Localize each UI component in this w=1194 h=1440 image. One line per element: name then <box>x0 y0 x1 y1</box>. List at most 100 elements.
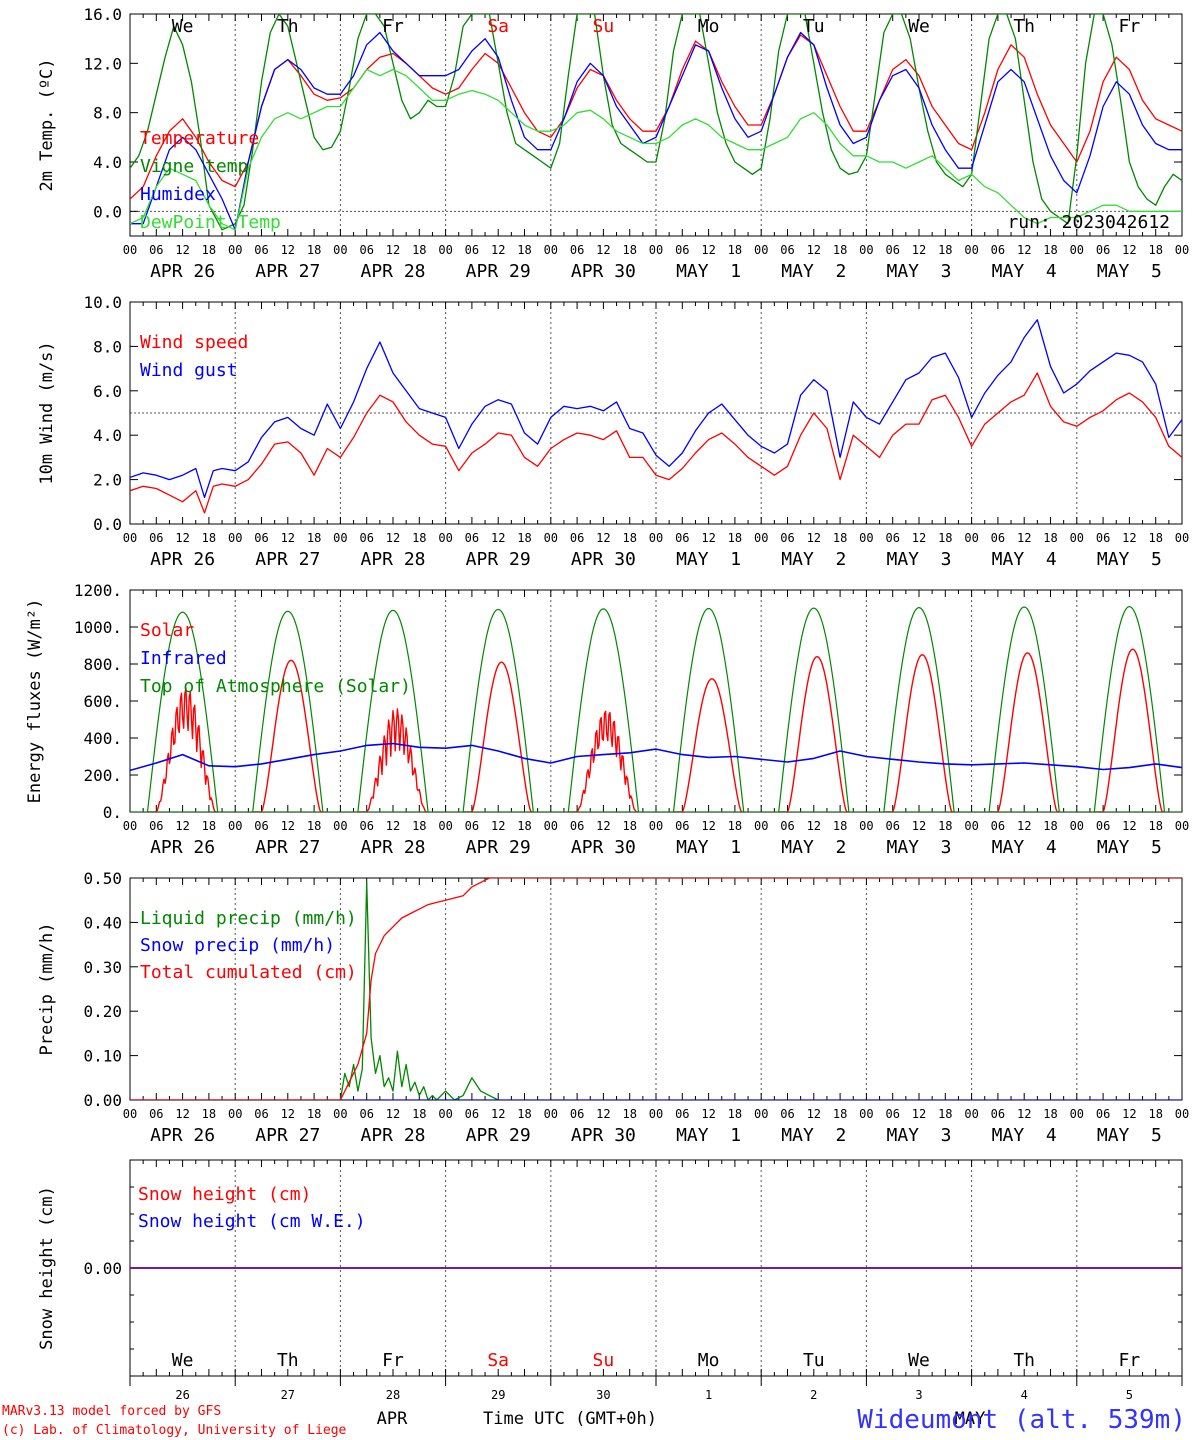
weekday-label: Th <box>277 1350 299 1371</box>
toa-solar-line <box>357 609 429 812</box>
x-tick-hour-label: 06 <box>991 243 1005 257</box>
x-tick-hour-label: 18 <box>1043 531 1057 545</box>
solar-line <box>357 708 429 812</box>
x-date-label: MAY 5 <box>1097 837 1162 858</box>
x-tick-hour-label: 06 <box>780 531 794 545</box>
x-tick-hour-label: 18 <box>1043 819 1057 833</box>
legend-entry: Temperature <box>140 128 259 149</box>
x-tick-hour-label: 18 <box>307 819 321 833</box>
x-tick-hour-label: 06 <box>675 1107 689 1121</box>
x-tick-hour-label: 06 <box>675 531 689 545</box>
footer-lab-credit: (c) Lab. of Climatology, University of L… <box>2 1423 347 1438</box>
x-tick-hour-label: 06 <box>780 243 794 257</box>
x-tick-hour-label: 06 <box>465 531 479 545</box>
x-tick-hour-label: 06 <box>885 819 899 833</box>
x-tick-hour-label: 06 <box>1096 1107 1110 1121</box>
day-number-label: 28 <box>386 1388 400 1402</box>
solar-line <box>568 710 639 812</box>
weekday-label: Mo <box>698 16 720 37</box>
x-tick-hour-label: 00 <box>438 1107 452 1121</box>
x-tick-hour-label: 06 <box>254 531 268 545</box>
x-tick-hour-label: 18 <box>307 1107 321 1121</box>
x-tick-hour-label: 12 <box>175 531 189 545</box>
x-tick-hour-label: 12 <box>912 819 926 833</box>
x-tick-hour-label: 00 <box>1070 819 1084 833</box>
x-axis-title: Time UTC (GMT+0h) <box>483 1409 657 1429</box>
x-tick-hour-label: 06 <box>570 243 584 257</box>
y-axis-title: Energy fluxes (W/m²) <box>25 599 45 804</box>
toa-solar-line <box>146 611 219 812</box>
y-tick-label: 10.0 <box>83 293 122 312</box>
x-tick-hour-label: 18 <box>938 243 952 257</box>
x-tick-hour-label: 18 <box>938 531 952 545</box>
weekday-label: We <box>172 1350 194 1371</box>
weekday-label: Su <box>593 1350 615 1371</box>
x-tick-hour-label: 18 <box>202 243 216 257</box>
x-tick-hour-label: 18 <box>412 819 426 833</box>
day-number-label: 1 <box>705 1388 712 1402</box>
x-tick-hour-label: 18 <box>1148 1107 1162 1121</box>
x-date-label: MAY 1 <box>676 549 741 570</box>
x-tick-hour-label: 12 <box>1122 1107 1136 1121</box>
x-date-label: MAY 1 <box>676 837 741 858</box>
x-tick-hour-label: 00 <box>754 243 768 257</box>
x-tick-hour-label: 00 <box>438 531 452 545</box>
month-label-may: MAY <box>955 1409 986 1429</box>
x-date-label: APR 27 <box>255 261 320 282</box>
y-tick-label: 8.0 <box>93 337 122 356</box>
x-date-label: MAY 5 <box>1097 549 1162 570</box>
x-tick-hour-label: 18 <box>517 243 531 257</box>
x-tick-hour-label: 12 <box>912 243 926 257</box>
x-date-label: APR 26 <box>150 1125 215 1146</box>
x-tick-hour-label: 12 <box>1122 243 1136 257</box>
y-tick-label: 12.0 <box>83 54 122 73</box>
x-tick-hour-label: 06 <box>254 819 268 833</box>
x-tick-hour-label: 00 <box>123 531 137 545</box>
x-tick-hour-label: 06 <box>991 531 1005 545</box>
x-tick-hour-label: 00 <box>333 243 347 257</box>
x-date-label: MAY 4 <box>992 261 1057 282</box>
y-tick-label: 400. <box>83 729 122 748</box>
x-tick-hour-label: 00 <box>228 243 242 257</box>
x-tick-hour-label: 12 <box>175 819 189 833</box>
toa-solar-line <box>672 607 745 812</box>
wind-speed-line <box>130 372 1182 514</box>
x-tick-hour-label: 00 <box>859 1107 873 1121</box>
x-tick-hour-label: 18 <box>833 1107 847 1121</box>
day-number-label: 3 <box>915 1388 922 1402</box>
x-tick-hour-label: 12 <box>912 531 926 545</box>
x-tick-hour-label: 06 <box>991 819 1005 833</box>
x-tick-hour-label: 18 <box>1148 819 1162 833</box>
x-tick-hour-label: 00 <box>649 819 663 833</box>
x-tick-hour-label: 06 <box>675 819 689 833</box>
x-tick-hour-label: 06 <box>149 243 163 257</box>
x-tick-hour-label: 06 <box>780 819 794 833</box>
x-tick-hour-label: 06 <box>465 819 479 833</box>
x-tick-hour-label: 06 <box>359 243 373 257</box>
x-tick-hour-label: 00 <box>964 1107 978 1121</box>
x-tick-hour-label: 06 <box>359 1107 373 1121</box>
x-tick-hour-label: 12 <box>491 243 505 257</box>
toa-solar-line <box>883 606 955 812</box>
x-tick-hour-label: 12 <box>1122 531 1136 545</box>
panel-temperature: 0.0 4.0 8.0 12.0 16.0 2m Temp. (ºC) 00 06 12 18 00… <box>37 5 1189 282</box>
x-date-label: MAY 3 <box>886 549 951 570</box>
x-date-label: APR 28 <box>360 549 425 570</box>
x-tick-hour-label: 00 <box>964 531 978 545</box>
x-tick-hour-label: 18 <box>728 1107 742 1121</box>
x-tick-hour-label: 12 <box>491 1107 505 1121</box>
x-tick-hour-label: 18 <box>622 243 636 257</box>
x-tick-hour-label: 18 <box>728 243 742 257</box>
x-tick-hour-label: 00 <box>333 531 347 545</box>
y-tick-label: 0.50 <box>83 869 122 888</box>
x-tick-hour-label: 00 <box>544 531 558 545</box>
legend-entry: Vigne temp <box>140 156 248 177</box>
legend-entry: Humidex <box>140 184 216 205</box>
x-tick-hour-label: 00 <box>544 1107 558 1121</box>
y-tick-label: 0.30 <box>83 958 122 977</box>
x-tick-hour-label: 00 <box>438 819 452 833</box>
y-tick-label: 0.0 <box>93 202 122 221</box>
x-tick-hour-label: 18 <box>622 1107 636 1121</box>
x-date-label: MAY 2 <box>781 837 846 858</box>
